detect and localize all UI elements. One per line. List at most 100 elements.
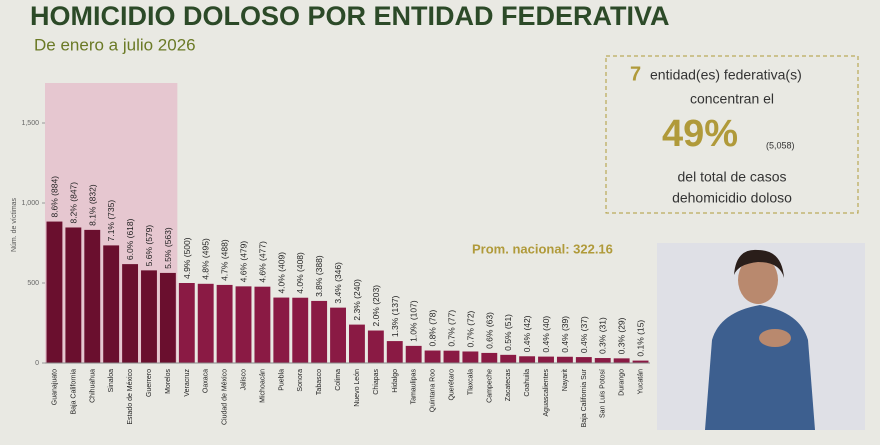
bar	[311, 300, 328, 363]
value-label: 0.4% (37)	[579, 316, 589, 353]
chart-subtitle: De enero a julio 2026	[34, 35, 196, 54]
bar	[538, 356, 554, 363]
bar	[197, 283, 214, 363]
value-label: 0.4% (40)	[541, 316, 551, 353]
value-label: 3.4% (346)	[333, 262, 343, 304]
x-tick-label: Baja California	[70, 369, 77, 415]
bar	[613, 358, 630, 363]
x-tick-label: Nuevo León	[354, 369, 361, 407]
y-tick-label: 500	[27, 280, 39, 287]
x-tick-label: Chihuahua	[89, 369, 96, 403]
value-label: 4.9% (500)	[182, 237, 192, 279]
value-label: 0.3% (31)	[598, 317, 608, 354]
bar	[556, 356, 573, 363]
value-label: 6.0% (618)	[125, 218, 135, 260]
bar	[462, 351, 479, 363]
callout-text: concentran el	[690, 91, 774, 107]
x-tick-label: Estado de México	[127, 369, 134, 425]
x-tick-label: Durango	[619, 369, 626, 396]
callout-share: 49%	[662, 113, 738, 155]
x-tick-label: Colima	[335, 369, 342, 391]
value-label: 1.3% (137)	[390, 295, 400, 337]
x-tick-label: Puebla	[278, 369, 285, 391]
plot-area: 0 500 1,000 1,500 8.6% (884) Guanajuato 8.2% (…	[21, 83, 650, 427]
callout-text: dehomicidio doloso	[672, 190, 792, 206]
x-tick-label: Coahuila	[524, 369, 531, 397]
x-tick-label: Michoacán	[259, 369, 266, 403]
callout-text: del total de casos	[678, 169, 787, 185]
value-label: 5.6% (579)	[144, 225, 154, 267]
bar	[65, 227, 82, 363]
x-tick-label: Yucatán	[638, 369, 645, 394]
y-tick-label: 1,000	[21, 200, 39, 207]
callout-text: entidad(es) federativa(s)	[650, 67, 802, 83]
bar	[122, 264, 139, 363]
bar	[367, 330, 384, 363]
value-label: 0.3% (29)	[617, 317, 627, 354]
value-label: 0.7% (72)	[465, 310, 475, 347]
value-label: 4.6% (479)	[239, 241, 249, 283]
bar	[575, 357, 592, 363]
value-label: 8.6% (884)	[49, 176, 59, 218]
value-label: 0.6% (63)	[484, 312, 494, 349]
callout-count: 7	[630, 63, 641, 85]
x-tick-label: Quintana Roo	[430, 369, 437, 412]
bar	[386, 341, 403, 363]
bar	[349, 324, 365, 363]
bar	[84, 229, 101, 363]
x-tick-label: Querétaro	[448, 369, 455, 401]
x-tick-label: Morelos	[165, 369, 172, 394]
value-label: 0.5% (51)	[503, 314, 513, 351]
bar	[216, 284, 233, 363]
bar	[443, 350, 460, 363]
value-label: 0.8% (78)	[428, 309, 438, 346]
bar	[424, 350, 441, 363]
bar	[103, 245, 120, 363]
bar	[594, 358, 611, 363]
bar	[292, 297, 309, 363]
value-label: 4.7% (488)	[220, 239, 230, 281]
x-tick-label: Sonora	[297, 369, 304, 392]
x-tick-label: Guerrero	[146, 369, 153, 397]
x-tick-label: Campeche	[486, 369, 493, 403]
y-axis-label: Núm. de víctimas	[11, 197, 18, 252]
bar	[500, 354, 517, 363]
x-tick-label: Nayarit	[562, 369, 569, 391]
chart-title: HOMICIDIO DOLOSO POR ENTIDAD FEDERATIVA	[30, 1, 670, 31]
value-label: 0.7% (77)	[446, 310, 456, 347]
x-tick-label: Aguascalientes	[543, 369, 550, 417]
bar	[273, 297, 290, 363]
x-tick-label: Tamaulipas	[411, 369, 418, 405]
value-label: 2.0% (203)	[371, 285, 381, 327]
value-label: 3.8% (388)	[314, 255, 324, 297]
value-label: 8.2% (847)	[68, 182, 78, 224]
x-tick-label: Baja California Sur	[581, 368, 588, 427]
x-tick-label: Veracruz	[184, 369, 191, 397]
callout-total: (5,058)	[766, 140, 795, 150]
y-tick-label: 1,500	[21, 120, 39, 127]
value-label: 2.3% (240)	[352, 279, 362, 321]
bar	[141, 270, 157, 363]
x-tick-label: San Luis Potosí	[600, 369, 607, 418]
x-tick-label: Tlaxcala	[467, 369, 474, 395]
x-tick-label: Ciudad de México	[222, 369, 229, 425]
average-label: Prom. nacional: 322.16	[472, 241, 613, 256]
bar	[235, 286, 252, 363]
x-tick-label: Jalisco	[241, 369, 248, 391]
value-label: 7.1% (735)	[106, 200, 116, 242]
x-tick-label: Sinaloa	[108, 369, 115, 392]
value-label: 4.0% (409)	[276, 252, 286, 294]
x-tick-label: Tabasco	[316, 369, 323, 395]
bar	[632, 360, 649, 363]
value-label: 0.4% (42)	[522, 315, 532, 352]
value-label: 8.1% (832)	[87, 184, 97, 226]
value-label: 1.0% (107)	[409, 300, 419, 342]
value-label: 0.4% (39)	[560, 316, 570, 353]
value-label: 5.5% (563)	[163, 227, 173, 269]
value-label: 4.8% (495)	[201, 238, 211, 280]
x-tick-label: Hidalgo	[392, 369, 399, 393]
bar	[405, 345, 422, 363]
bar	[178, 283, 195, 363]
bar	[46, 221, 63, 363]
value-label: 4.0% (408)	[295, 252, 305, 294]
